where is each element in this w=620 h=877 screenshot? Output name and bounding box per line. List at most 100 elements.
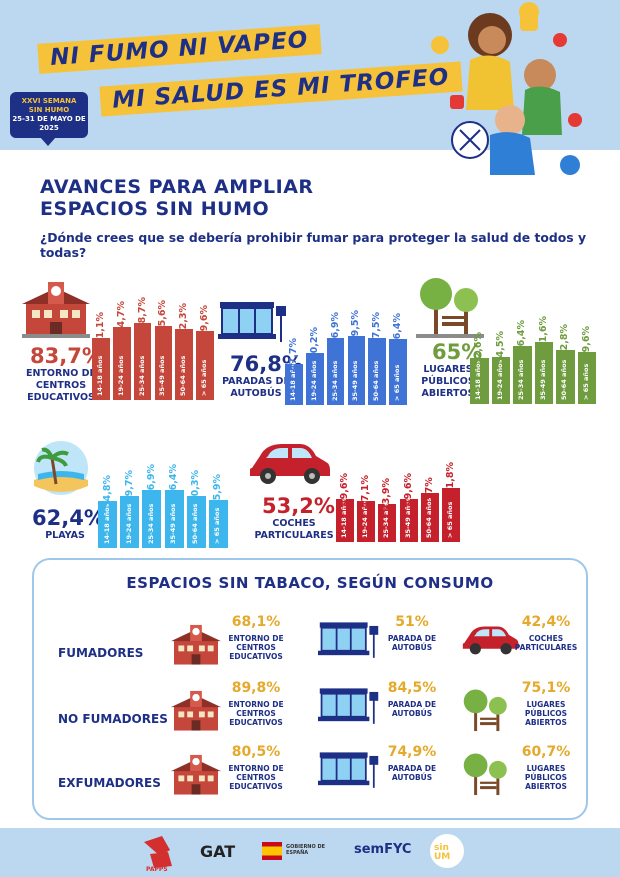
bar-value-label: 60,2% (308, 326, 320, 360)
item-label: LUGARES PÚBLICOS ABIERTOS (524, 700, 568, 727)
bar: 50-64 años (368, 337, 387, 405)
bar: 25-34 años (133, 323, 152, 400)
total-beaches: 62,4% (32, 506, 105, 530)
week-line-2: SIN HUMO (28, 106, 70, 114)
bar-category-label: 25-34 años (146, 503, 155, 544)
item-label: LUGARES PÚBLICOS ABIERTOS (524, 764, 568, 791)
cat-name-schools: ENTORNO DE CENTROS EDUCATIVOS (25, 368, 97, 403)
bar-category-label: 50-64 años (179, 355, 188, 396)
bar: 25-34 años (326, 338, 345, 405)
consumer-group-label: EXFUMADORES (58, 776, 161, 790)
consumer-group-label: NO FUMADORES (58, 712, 168, 726)
bar-value-label: 66,9% (145, 464, 157, 498)
bar-value-label: 76,4% (392, 312, 404, 346)
logo-gat: GAT (200, 842, 236, 861)
item-label: COCHES PARTICULARES (514, 634, 578, 652)
bar: > 65 años (208, 499, 228, 548)
bars-beaches: 14-18 años 54,8% 19-24 años 59,7% 25-34 años… (98, 432, 228, 548)
bar: 25-34 años (513, 346, 532, 404)
item-percentage: 75,1% (521, 680, 571, 696)
park-icon (416, 278, 484, 338)
bus-stop-icon (318, 688, 380, 730)
bar-category-label: > 65 años (393, 364, 402, 401)
bar-value-label: 54,5% (494, 330, 506, 364)
bar-category-label: 19-24 años (124, 503, 133, 544)
label-schools: ENTORNO DE CENTROS EDUCATIVOS (16, 368, 106, 404)
bar: > 65 años (441, 488, 460, 542)
bar-value-label: 71,6% (537, 315, 549, 349)
bar: 14-18 años (92, 338, 110, 400)
school-icon (22, 282, 90, 338)
bars-cars: 14-18 años 49,6% 19-24 años 47,1% 25-34 años… (336, 432, 460, 542)
item-label: ENTORNO DE CENTROS EDUCATIVOS (228, 700, 284, 727)
papps-logo (144, 836, 172, 868)
item-label: ENTORNO DE CENTROS EDUCATIVOS (228, 634, 284, 661)
bar: 14-18 años (98, 500, 118, 548)
bars-schools: 14-18 años 71,1% 19-24 años 84,7% 25-34 años… (92, 270, 214, 400)
chart-bus: 76,8% PARADAS DE AUTOBÚS 14-18 años 47,7%… (212, 270, 412, 410)
bar-value-label: 66,4% (516, 320, 528, 354)
bar-category-label: 25-34 años (330, 360, 339, 401)
item-percentage: 51% (395, 614, 429, 630)
bar: 35-49 años (347, 336, 366, 405)
bar: 19-24 años (305, 352, 324, 405)
bar-category-label: 50-64 años (372, 360, 381, 401)
bar: 14-18 años (336, 498, 355, 542)
bar-category-label: > 65 años (445, 501, 454, 538)
bar-category-label: > 65 años (213, 507, 222, 544)
title-line-2: MI SALUD ES MI TROFEO (99, 61, 463, 117)
item-percentage: 74,9% (387, 744, 437, 760)
bar-value-label: 60,3% (190, 469, 202, 503)
survey-question: ¿Dónde crees que se debería prohibir fum… (40, 230, 587, 260)
header: NI FUMO NI VAPEO MI SALUD ES MI TROFEO X… (0, 0, 620, 150)
item-percentage: 60,7% (521, 744, 571, 760)
bar: 19-24 años (357, 498, 376, 542)
label-beaches: PLAYAS (30, 530, 100, 542)
bar-category-label: 19-24 años (495, 359, 504, 400)
bar: > 65 años (577, 352, 596, 404)
item-label: PARADA DE AUTOBÚS (387, 700, 437, 718)
bar-value-label: 82,3% (178, 302, 190, 336)
bar-category-label: 14-18 años (95, 355, 104, 396)
bar-value-label: 79,6% (199, 305, 211, 338)
school-icon (170, 752, 222, 800)
cat-name-open-places: LUGARES PÚBLICOS ABIERTOS (421, 364, 475, 399)
bus-stop-icon (318, 622, 380, 664)
week-line-3: 25-31 DE MAYO (12, 115, 73, 123)
logo-sinum-circle (430, 834, 464, 868)
bar-category-label: 50-64 años (560, 359, 569, 400)
bus-stop-icon (318, 752, 380, 794)
week-badge: XXVI SEMANA SIN HUMO 25-31 DE MAYO DE 20… (10, 92, 88, 146)
section-title-line-1: AVANCES PARA AMPLIAR (40, 176, 314, 198)
total-schools: 83,7% (30, 344, 103, 368)
bar: 35-49 años (534, 341, 553, 404)
item-label: PARADA DE AUTOBÚS (387, 764, 437, 782)
logo-papps: PAPPS (146, 866, 168, 873)
car-icon (250, 444, 330, 484)
bar: 25-34 años (378, 498, 397, 542)
bar-category-label: 25-34 años (137, 355, 146, 396)
bar-category-label: 35-49 años (169, 503, 178, 544)
bar: 14-18 años (470, 358, 489, 404)
bar-category-label: 19-24 años (116, 355, 125, 396)
beach-icon (34, 441, 88, 495)
bar-category-label: 25-34 años (517, 359, 526, 400)
item-percentage: 84,5% (387, 680, 437, 696)
bar-category-label: 35-49 años (158, 355, 167, 396)
label-bus: PARADAS DE AUTOBÚS (216, 376, 296, 400)
bars-open-places: 14-18 años 52,6% 19-24 años 54,5% 25-34 años… (470, 270, 596, 404)
item-percentage: 80,5% (231, 744, 281, 760)
bar: 50-64 años (420, 492, 439, 542)
bar-value-label: 47,7% (287, 337, 299, 371)
park-icon (460, 688, 512, 738)
bar-category-label: 50-64 años (191, 503, 200, 544)
logo-sinum: sin UM (434, 843, 451, 862)
bar-value-label: 77,5% (371, 311, 383, 345)
bar-category-label: > 65 años (581, 363, 590, 400)
item-percentage: 42,4% (521, 614, 571, 630)
section-title: AVANCES PARA AMPLIAR ESPACIOS SIN HUMO (40, 176, 314, 220)
bar-category-label: 14-18 años (474, 359, 483, 400)
bar: > 65 años (389, 338, 407, 405)
bars-bus: 14-18 años 47,7% 19-24 años 60,2% 25-34 años… (285, 270, 407, 405)
bar-value-label: 71,1% (94, 312, 106, 346)
